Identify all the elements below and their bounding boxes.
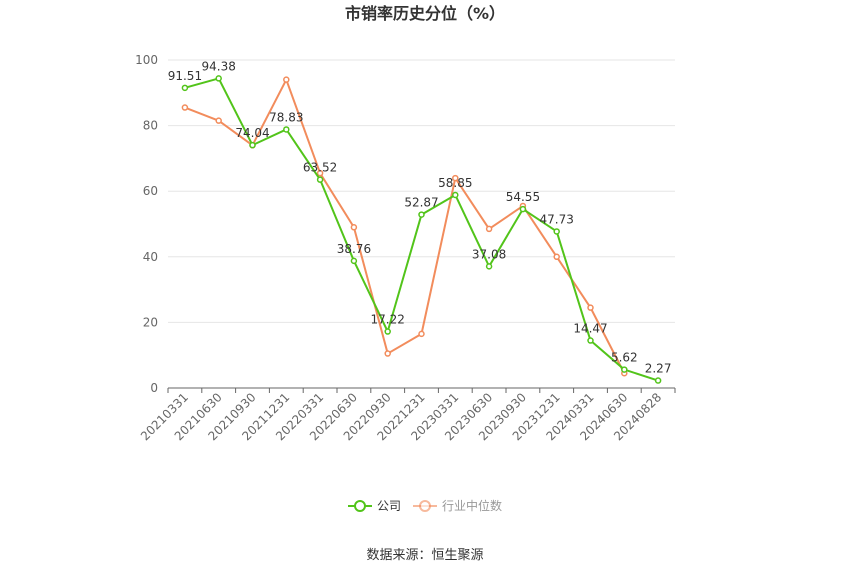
legend: 公司 行业中位数 — [348, 498, 502, 513]
data-label: 14.47 — [573, 322, 607, 336]
point-company[interactable] — [418, 211, 425, 218]
point-company[interactable] — [519, 205, 527, 213]
point-company[interactable] — [384, 328, 391, 335]
legend-item-industry-median[interactable]: 行业中位数 — [413, 498, 502, 513]
legend-label-company: 公司 — [377, 499, 401, 513]
point-company[interactable] — [316, 176, 324, 183]
data-label: 17.22 — [371, 313, 405, 327]
point-company[interactable] — [587, 337, 594, 344]
point-industry-median[interactable] — [452, 174, 459, 182]
data-label: 2.27 — [645, 362, 672, 376]
point-company[interactable] — [452, 191, 459, 199]
point-company[interactable] — [181, 84, 189, 92]
data-label: 5.62 — [611, 351, 638, 365]
source-note: 数据来源：恒生聚源 — [366, 548, 483, 563]
y-tick-label: 0 — [150, 381, 158, 395]
axes: 0204060801002021033120210630202109302021… — [135, 53, 676, 443]
point-company[interactable] — [654, 377, 662, 384]
point-company[interactable] — [553, 228, 560, 235]
series-layer — [181, 75, 662, 384]
gridlines — [168, 59, 675, 323]
data-label: 78.83 — [269, 110, 303, 124]
legend-item-company[interactable]: 公司 — [348, 499, 401, 513]
point-industry-median[interactable] — [553, 253, 560, 261]
point-company[interactable] — [350, 257, 358, 265]
data-label: 38.76 — [337, 242, 371, 256]
y-tick-label: 20 — [143, 315, 158, 329]
point-company[interactable] — [621, 366, 628, 373]
data-label: 91.51 — [168, 69, 202, 83]
y-tick-label: 60 — [143, 184, 158, 198]
y-tick-label: 80 — [143, 119, 158, 133]
data-label: 58.85 — [438, 176, 472, 190]
data-label: 74.04 — [235, 126, 269, 140]
point-company[interactable] — [485, 263, 493, 270]
chart-title: 市销率历史分位（%） — [345, 4, 505, 23]
data-label: 63.52 — [303, 161, 337, 175]
series-line-industry-median — [184, 78, 626, 374]
y-tick-label: 100 — [135, 53, 158, 67]
y-tick-label: 40 — [143, 250, 158, 264]
point-industry-median[interactable] — [587, 304, 594, 311]
data-label: 47.73 — [540, 212, 574, 226]
legend-label-industry-median: 行业中位数 — [442, 498, 502, 513]
point-industry-median[interactable] — [181, 104, 189, 111]
data-label: 94.38 — [202, 59, 236, 73]
data-label: 54.55 — [506, 190, 540, 204]
point-company[interactable] — [249, 141, 256, 149]
point-industry-median[interactable] — [215, 117, 222, 124]
point-industry-median[interactable] — [485, 225, 493, 233]
data-label: 37.08 — [472, 247, 506, 261]
point-industry-median[interactable] — [350, 224, 358, 231]
point-industry-median[interactable] — [384, 350, 391, 357]
point-industry-median[interactable] — [316, 169, 324, 177]
point-company[interactable] — [215, 75, 222, 82]
point-industry-median[interactable] — [418, 330, 425, 338]
point-company[interactable] — [283, 126, 290, 133]
data-label: 52.87 — [404, 196, 438, 210]
point-industry-median[interactable] — [283, 76, 290, 83]
